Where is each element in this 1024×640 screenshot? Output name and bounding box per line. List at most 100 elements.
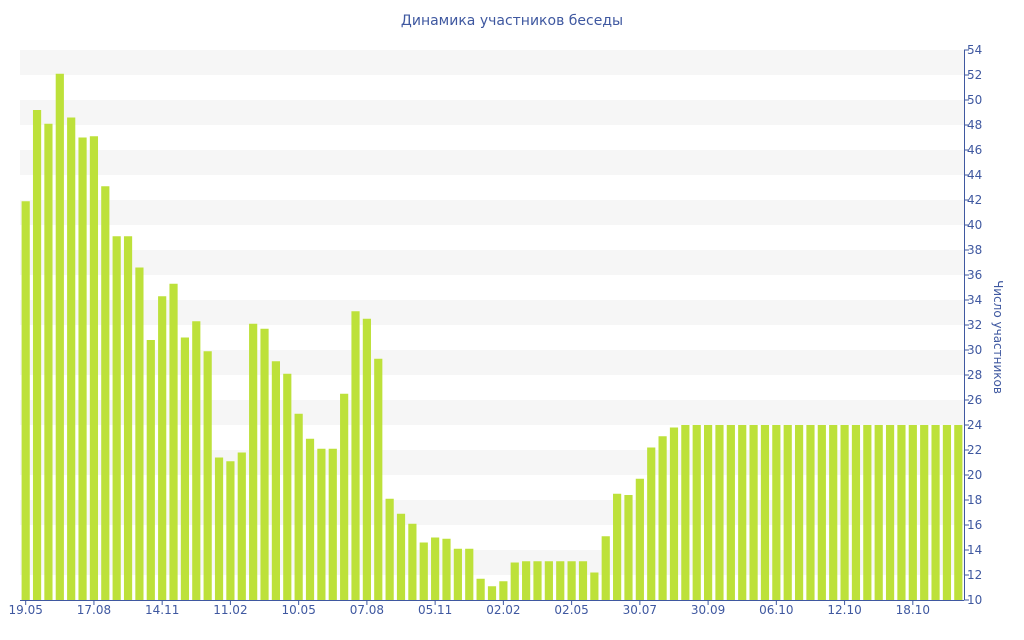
bar [704, 425, 713, 600]
bar [840, 425, 849, 600]
bar [374, 358, 383, 600]
x-tick-label: 18.10 [896, 603, 930, 617]
bar [21, 201, 30, 600]
bar [237, 452, 246, 600]
bar [613, 493, 622, 600]
bar [783, 425, 792, 600]
bar [601, 536, 610, 600]
bar [499, 581, 508, 600]
bar [214, 457, 224, 600]
y-tick-label: 40 [967, 218, 982, 232]
bar [78, 137, 87, 600]
bar [385, 498, 394, 600]
bar [658, 436, 667, 600]
bar [123, 236, 133, 600]
bar [305, 438, 315, 600]
y-tick-label: 28 [967, 368, 982, 382]
bar [817, 425, 826, 600]
bar [829, 425, 838, 600]
bar [465, 548, 474, 600]
bar [590, 572, 599, 600]
bar [328, 448, 337, 600]
y-tick-label: 54 [967, 43, 982, 57]
bar [362, 318, 371, 600]
bar [226, 461, 235, 600]
bar [146, 340, 155, 600]
grid-band [20, 150, 964, 175]
bar [249, 323, 258, 600]
bar [897, 425, 906, 600]
bar [681, 425, 690, 600]
bar [283, 373, 292, 600]
grid-band [20, 200, 964, 225]
x-axis: 19.05 17.08 14.11 11.02 10.05 07.08 05.11 02.02… [9, 600, 964, 617]
bar [942, 425, 952, 600]
bar [533, 561, 542, 600]
bar [624, 495, 633, 600]
y-tick-label: 22 [967, 443, 982, 457]
y-tick-label: 48 [967, 118, 982, 132]
x-tick-label: 30.09 [691, 603, 725, 617]
chart-title: Динамика участников беседы [400, 13, 624, 29]
grid-band [20, 100, 964, 125]
y-tick-label: 50 [967, 93, 982, 107]
bar [317, 448, 326, 600]
bar [294, 413, 303, 600]
bar [635, 478, 644, 600]
x-tick-label: 02.02 [486, 603, 520, 617]
bar [567, 561, 576, 600]
x-tick-label: 17.08 [77, 603, 111, 617]
bar [578, 561, 588, 600]
x-tick-label: 30.07 [623, 603, 657, 617]
x-tick-label: 12.10 [827, 603, 861, 617]
x-tick-label: 02.05 [554, 603, 588, 617]
bar [954, 425, 963, 600]
bar [351, 311, 360, 600]
x-tick-label: 19.05 [9, 603, 43, 617]
x-tick-label: 06.10 [759, 603, 793, 617]
bar [271, 361, 280, 600]
bar [192, 321, 201, 600]
y-tick-label: 38 [967, 243, 982, 257]
x-tick-label: 05.11 [418, 603, 452, 617]
bar [340, 393, 349, 600]
bar [419, 542, 428, 600]
y-tick-label: 32 [967, 318, 982, 332]
y-tick-label: 14 [967, 543, 982, 557]
x-tick-label: 11.02 [213, 603, 247, 617]
y-tick-label: 44 [967, 168, 982, 182]
y-tick-label: 20 [967, 468, 982, 482]
bar [920, 425, 929, 600]
bar [726, 425, 735, 600]
bar [738, 425, 747, 600]
bar [885, 425, 895, 600]
bar [647, 447, 656, 600]
bar [135, 267, 144, 600]
bar [556, 561, 565, 600]
bar [806, 425, 815, 600]
grid-band [20, 50, 964, 75]
bar [487, 586, 497, 600]
bar [931, 425, 940, 600]
y-tick-label: 36 [967, 268, 982, 282]
bar [158, 296, 167, 600]
bar [476, 578, 485, 600]
y-tick-label: 18 [967, 493, 982, 507]
bar [442, 538, 451, 600]
bar [67, 117, 76, 600]
bar [112, 236, 121, 600]
bar [180, 337, 190, 600]
bar [749, 425, 758, 600]
bar [544, 561, 553, 600]
bar [203, 351, 212, 600]
y-axis-title: Число участников [991, 280, 1005, 394]
y-tick-label: 42 [967, 193, 982, 207]
bar [32, 110, 42, 600]
bar [510, 562, 519, 600]
bar [101, 186, 110, 600]
y-tick-label: 24 [967, 418, 982, 432]
bar [692, 425, 701, 600]
bars [21, 73, 963, 600]
bar [408, 523, 417, 600]
bar [396, 513, 406, 600]
